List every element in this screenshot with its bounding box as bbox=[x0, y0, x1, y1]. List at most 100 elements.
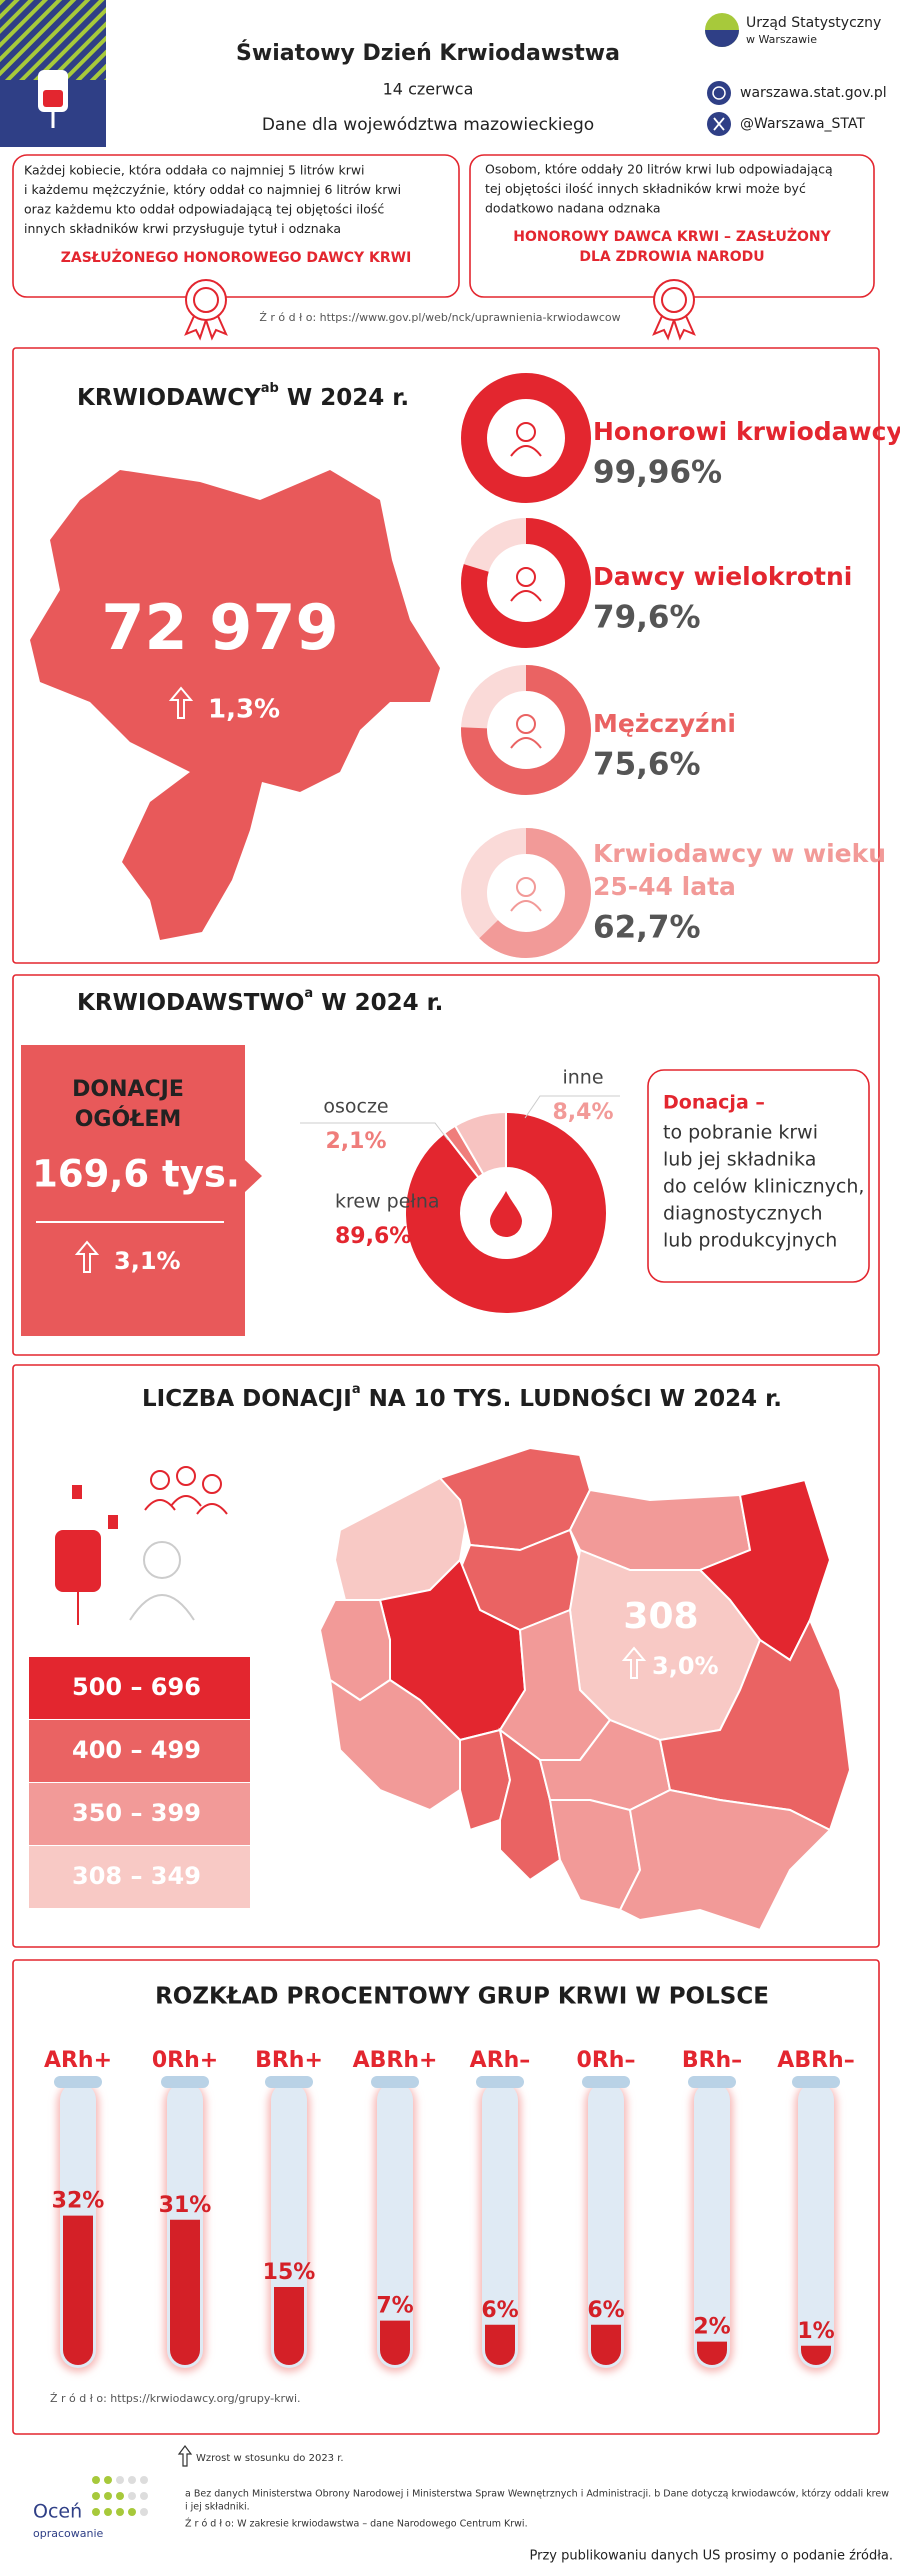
segment-name: krew pełna bbox=[335, 1191, 440, 1213]
tube-fill bbox=[697, 2341, 727, 2365]
org-logo-half bbox=[705, 30, 739, 47]
badge-text: Każdej kobiecie, która oddała co najmnie… bbox=[24, 163, 365, 178]
segment-name: inne bbox=[562, 1067, 603, 1089]
header-date: 14 czerwca bbox=[383, 80, 474, 99]
group-name: 0Rh+ bbox=[152, 2048, 218, 2073]
twitter[interactable]: @Warszawa_STAT bbox=[740, 116, 865, 132]
section-title: LICZBA DONACJIa NA 10 TYS. LUDNOŚCI W 20… bbox=[142, 1382, 782, 1412]
x-icon-glyph bbox=[713, 117, 725, 131]
tube-cap bbox=[582, 2076, 630, 2088]
group-value: 32% bbox=[52, 2189, 105, 2214]
note: i jej składniki. bbox=[185, 2502, 250, 2513]
tube-cap bbox=[792, 2076, 840, 2088]
indicator-label: Dawcy wielokrotni bbox=[593, 562, 852, 591]
tube-cap bbox=[371, 2076, 419, 2088]
badge-text: tej objętości ilość innych składników kr… bbox=[485, 181, 806, 196]
footer-source: Ź r ó d ł o: W zakresie krwiodawstwa – d… bbox=[185, 2518, 528, 2530]
group-value: 15% bbox=[263, 2260, 316, 2285]
definition-line: do celów klinicznych, bbox=[663, 1176, 864, 1198]
tube-fill bbox=[801, 2345, 831, 2365]
tube-fill bbox=[485, 2324, 515, 2365]
increase-arrow bbox=[74, 1240, 100, 1273]
indicator-label: Mężczyźni bbox=[593, 709, 736, 738]
group-value: 6% bbox=[587, 2298, 624, 2323]
tube bbox=[588, 2082, 624, 2368]
donations-box-title: DONACJE bbox=[72, 1077, 184, 1102]
badge-highlight: HONOROWY DAWCA KRWI – ZASŁUŻONY bbox=[513, 228, 831, 245]
org-name: w Warszawie bbox=[746, 33, 817, 46]
tube-cap bbox=[265, 2076, 313, 2088]
person-icon bbox=[510, 590, 542, 602]
tube-fill bbox=[591, 2324, 621, 2365]
header-title: Światowy Dzień Krwiodawstwa bbox=[236, 40, 620, 66]
title-main: KRWIODAWCY bbox=[77, 385, 261, 411]
tube-cap bbox=[688, 2076, 736, 2088]
group-value: 1% bbox=[797, 2319, 834, 2344]
group-name: ARh– bbox=[470, 2048, 531, 2073]
ring-center bbox=[490, 402, 562, 474]
legend-label: 350 – 399 bbox=[72, 1799, 201, 1827]
tube bbox=[694, 2082, 730, 2368]
rate-label[interactable]: opracowanie bbox=[33, 2527, 104, 2540]
blood-bag-fill bbox=[43, 90, 63, 107]
poland-map bbox=[318, 1446, 852, 1932]
tube-fill bbox=[63, 2215, 93, 2365]
publish-note: Przy publikowaniu danych US prosimy o po… bbox=[530, 2549, 894, 2564]
badge-highlight: DLA ZDROWIA NARODU bbox=[579, 249, 764, 265]
person-icon bbox=[510, 445, 542, 457]
title-rest: NA 10 TYS. LUDNOŚCI W 2024 r. bbox=[361, 1384, 782, 1412]
segment-value: 8,4% bbox=[552, 1100, 613, 1125]
section-title: KRWIODAWCYab W 2024 r. bbox=[77, 381, 409, 411]
tube-fill bbox=[274, 2287, 304, 2365]
donut-segment bbox=[453, 1110, 507, 1176]
donors-change: 1,3% bbox=[208, 695, 280, 725]
note: a Bez danych Ministerstwa Obrony Narodow… bbox=[185, 2489, 889, 2500]
group-name: BRh– bbox=[682, 2048, 742, 2073]
person-icon bbox=[516, 567, 536, 587]
group-name: ARh+ bbox=[44, 2048, 112, 2073]
tube-fill bbox=[170, 2219, 200, 2365]
badge-text: innych składników krwi przysługuje tytuł… bbox=[24, 221, 341, 236]
donut-segment bbox=[403, 1110, 608, 1315]
web-icon-globe bbox=[712, 86, 726, 100]
segment-value: 89,6% bbox=[335, 1224, 411, 1249]
donors-illustration bbox=[55, 1466, 228, 1625]
web-icon bbox=[707, 81, 731, 105]
map-legend: 500 – 696 400 – 499 350 – 399 308 – 349 bbox=[29, 1657, 250, 1908]
badge-box bbox=[12, 154, 460, 298]
indicator-label: Krwiodawcy w wieku bbox=[593, 839, 886, 868]
person-icon bbox=[510, 900, 542, 912]
segment-name: osocze bbox=[323, 1096, 388, 1118]
title-sup: ab bbox=[261, 381, 279, 396]
legend-swatch bbox=[29, 1783, 250, 1845]
person-icon bbox=[516, 422, 536, 442]
group-value: 31% bbox=[159, 2193, 212, 2218]
blood-source: Ź r ó d ł o: https://krwiodawcy.org/grup… bbox=[50, 2392, 301, 2405]
increase-arrow bbox=[168, 686, 194, 719]
rating-stars[interactable] bbox=[92, 2476, 148, 2516]
title-rest: W 2024 r. bbox=[313, 990, 443, 1016]
donations-total: 169,6 tys. bbox=[32, 1153, 240, 1196]
legend-label: 308 – 349 bbox=[72, 1862, 201, 1890]
donations-change: 3,1% bbox=[114, 1247, 181, 1275]
header: Światowy Dzień Krwiodawstwa 14 czerwca D… bbox=[0, 0, 887, 147]
voivodeship bbox=[618, 1788, 832, 1932]
definition-term: Donacja – bbox=[663, 1092, 765, 1114]
rate-label[interactable]: Oceń bbox=[33, 2501, 82, 2523]
tube-cap bbox=[476, 2076, 524, 2088]
person-icon bbox=[510, 737, 542, 749]
website[interactable]: warszawa.stat.gov.pl bbox=[740, 85, 887, 101]
org-name: Urząd Statystyczny bbox=[746, 15, 881, 31]
definition-line: lub jej składnika bbox=[663, 1149, 816, 1171]
ring-value bbox=[461, 518, 591, 648]
tube bbox=[798, 2082, 834, 2368]
indicator-value: 62,7% bbox=[593, 910, 701, 946]
region-change: 3,0% bbox=[652, 1652, 719, 1680]
definition: Donacja – to pobranie krwi lub jej składni… bbox=[663, 1092, 864, 1252]
person-icon bbox=[516, 877, 536, 897]
badges-source: Ź r ó d ł o: https://www.gov.pl/web/nck/… bbox=[259, 311, 620, 324]
donor-indicators: Honorowi krwiodawcy 99,96% Dawcy wielokrot… bbox=[461, 373, 900, 958]
ring-value bbox=[461, 828, 591, 958]
title-sup: a bbox=[304, 986, 313, 1001]
ring-value bbox=[461, 665, 591, 795]
